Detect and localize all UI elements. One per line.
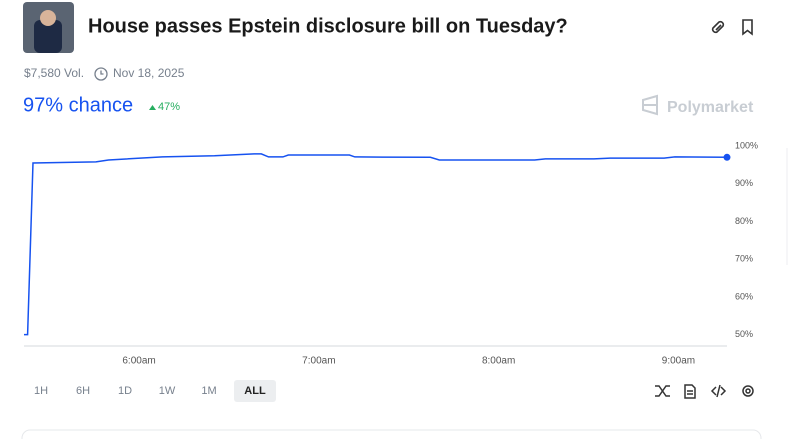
clock-icon bbox=[94, 67, 108, 81]
y-tick-label: 90% bbox=[735, 178, 753, 188]
change-arrow bbox=[149, 105, 156, 110]
timeframe-button[interactable]: ALL bbox=[244, 385, 266, 397]
timeframe-button[interactable]: 1M bbox=[201, 385, 216, 397]
clock-hands bbox=[100, 70, 104, 75]
timeframe-button[interactable]: 6H bbox=[76, 385, 90, 397]
y-tick-label: 70% bbox=[735, 254, 753, 264]
last-point bbox=[723, 153, 731, 161]
timeframe-button[interactable]: 1D bbox=[118, 385, 132, 397]
chart-tools bbox=[655, 384, 754, 399]
settings-button[interactable] bbox=[742, 385, 754, 397]
x-tick-label: 6:00am bbox=[122, 356, 155, 367]
y-tick-label: 100% bbox=[735, 140, 758, 150]
brand: Polymarket bbox=[667, 99, 754, 116]
settings-button-center bbox=[745, 388, 751, 394]
x-tick-label: 7:00am bbox=[302, 356, 335, 367]
chance: 97% chance bbox=[23, 94, 133, 116]
market-image-figure bbox=[34, 20, 62, 53]
embed-button[interactable] bbox=[710, 384, 727, 398]
x-tick-label: 9:00am bbox=[662, 356, 695, 367]
volume: $7,580 Vol. bbox=[24, 66, 84, 80]
timeframe-button[interactable]: 1W bbox=[159, 385, 176, 397]
timeframe-buttons: 1H 6H 1D 1W 1M ALL bbox=[34, 380, 276, 402]
brand-logo bbox=[642, 94, 658, 116]
y-tick-label: 60% bbox=[735, 291, 753, 301]
timeframe-active-bg bbox=[234, 380, 276, 402]
market-image-face bbox=[40, 10, 56, 26]
shuffle-button[interactable] bbox=[655, 385, 670, 397]
bookmark-button[interactable] bbox=[742, 19, 753, 36]
chart: 50% 60% 70% 80% 90% 100% 6:00am 7:00am 8:00am 9:0… bbox=[24, 140, 758, 367]
next-card bbox=[21, 429, 762, 444]
link-button[interactable] bbox=[711, 20, 725, 34]
y-tick-label: 50% bbox=[735, 329, 753, 339]
y-tick-label: 80% bbox=[735, 216, 753, 226]
change: 47% bbox=[158, 101, 180, 113]
end-date: Nov 18, 2025 bbox=[113, 66, 185, 80]
timeframe-button[interactable]: 1H bbox=[34, 385, 48, 397]
x-tick-label: 8:00am bbox=[482, 356, 515, 367]
price-line bbox=[24, 153, 728, 336]
document-button[interactable] bbox=[684, 384, 696, 399]
market-title: House passes Epstein disclosure bill on … bbox=[88, 15, 568, 37]
